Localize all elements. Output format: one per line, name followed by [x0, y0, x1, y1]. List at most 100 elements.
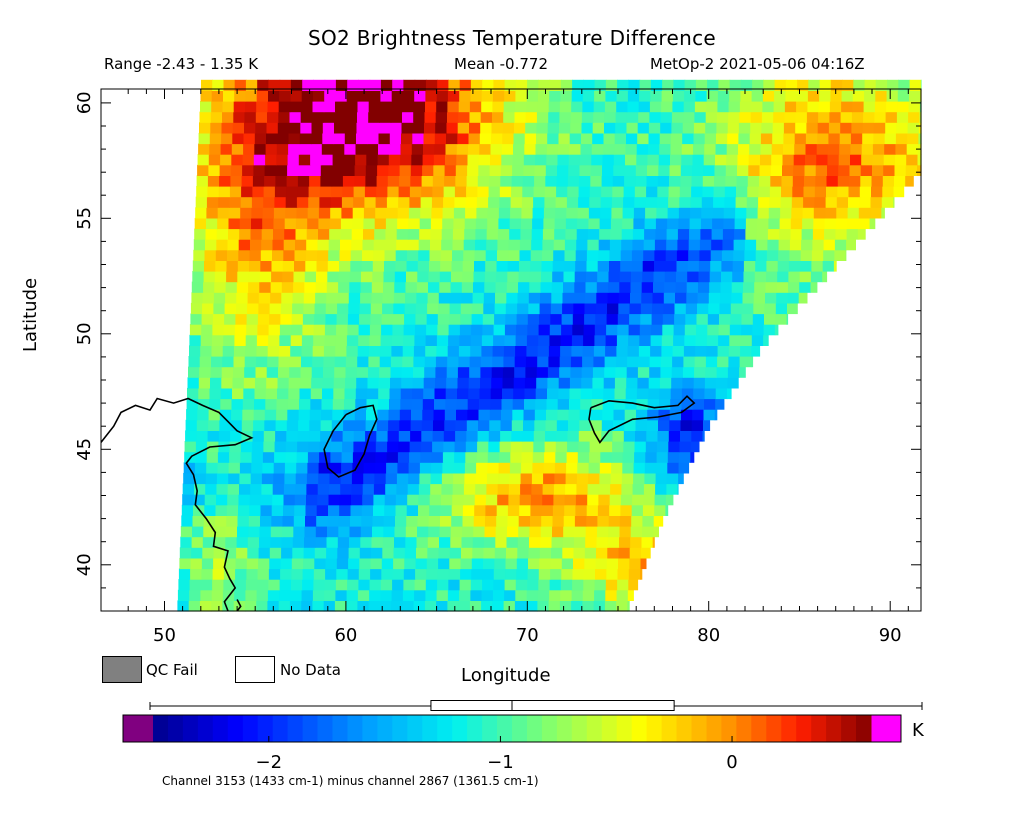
heat-cell — [369, 589, 381, 601]
heat-cell — [299, 132, 312, 145]
heat-cell — [394, 536, 406, 548]
heat-cell — [236, 547, 248, 559]
heat-cell — [690, 441, 700, 453]
heat-cell — [412, 122, 425, 134]
heat-cell — [250, 239, 262, 251]
heat-cell — [478, 164, 491, 176]
heat-cell — [579, 175, 591, 187]
heat-cell — [418, 239, 431, 251]
heat-cell — [317, 494, 329, 506]
heat-cell — [617, 324, 630, 336]
heat-cell — [514, 366, 526, 378]
heat-cell — [538, 568, 551, 580]
heat-cell — [484, 536, 496, 548]
heat-cell — [312, 101, 325, 113]
heat-cell — [283, 494, 296, 506]
heat-cell — [290, 589, 303, 601]
heat-cell — [577, 451, 590, 463]
heat-cell — [460, 568, 472, 580]
heat-cell — [654, 504, 666, 516]
heat-cell — [361, 260, 374, 272]
heat-cell — [723, 217, 736, 230]
heat-cell — [570, 366, 583, 378]
heat-cell — [441, 239, 453, 251]
heat-cell — [399, 419, 412, 431]
heat-cell — [303, 557, 315, 570]
heat-cell — [221, 122, 234, 134]
heat-cell — [572, 313, 585, 325]
heat-cell — [887, 79, 899, 91]
heat-cell — [249, 260, 261, 272]
heat-cell — [425, 334, 438, 346]
heat-cell — [358, 334, 370, 346]
heat-cell — [286, 430, 299, 442]
colorbar-swatch — [796, 715, 812, 742]
heat-cell — [449, 547, 462, 559]
heat-cell — [526, 101, 538, 113]
heat-cell — [391, 345, 404, 357]
heat-cell — [906, 154, 918, 166]
heat-cell — [782, 154, 795, 166]
heat-cell — [777, 260, 790, 272]
heat-cell — [561, 568, 574, 580]
heat-cell — [595, 302, 608, 315]
heat-cell — [635, 164, 648, 176]
heat-cell — [304, 536, 316, 548]
heat-cell — [558, 143, 570, 155]
heat-cell — [564, 249, 577, 261]
heat-cell — [791, 196, 804, 208]
heat-cell — [261, 472, 274, 485]
heat-cell — [589, 441, 602, 453]
heat-cell — [907, 132, 919, 145]
heat-cell — [616, 101, 628, 113]
heat-cell — [716, 377, 728, 389]
heat-cell — [238, 504, 250, 516]
heat-cell — [695, 334, 708, 346]
heat-cell — [497, 228, 510, 240]
heat-cell — [682, 122, 695, 134]
heat-cell — [798, 292, 808, 304]
heat-cell — [482, 313, 495, 325]
heat-cell — [568, 409, 581, 421]
heat-cell — [469, 600, 482, 612]
heat-cell — [291, 557, 304, 570]
heat-cell — [767, 239, 780, 251]
heat-cell — [260, 504, 273, 516]
heat-cell — [530, 504, 543, 516]
heat-cell — [284, 217, 297, 230]
heat-cell — [909, 79, 922, 91]
heat-cell — [351, 472, 364, 485]
heat-cell — [424, 600, 437, 612]
y-axis-label: Latitude — [20, 277, 41, 352]
heat-cell — [223, 568, 236, 580]
heat-cell — [393, 557, 405, 570]
heat-cell — [445, 143, 458, 155]
heat-cell — [738, 122, 751, 134]
heat-cell — [814, 186, 827, 198]
heat-cell — [752, 313, 765, 325]
heat-cell — [400, 154, 412, 166]
heat-cell — [368, 600, 381, 612]
heat-cell — [319, 186, 332, 198]
heat-cell — [367, 377, 380, 389]
heat-cell — [587, 494, 599, 506]
heat-cell — [600, 441, 613, 453]
heat-cell — [541, 260, 554, 272]
heat-cell — [655, 483, 667, 495]
heat-cell — [570, 356, 583, 368]
heat-cell — [208, 409, 221, 421]
heat-cell — [392, 579, 404, 591]
heat-cell — [560, 79, 573, 91]
heat-cell — [327, 260, 340, 272]
heat-cell — [407, 483, 420, 495]
heat-cell — [594, 324, 607, 336]
heat-cell — [718, 79, 731, 91]
heat-cell — [894, 164, 907, 176]
heat-cell — [216, 239, 229, 251]
heat-cell — [386, 207, 399, 219]
heat-cell — [501, 154, 514, 166]
heat-cell — [281, 536, 294, 548]
heat-cell — [317, 239, 330, 251]
heat-cell — [180, 536, 193, 548]
heat-cell — [781, 175, 794, 187]
